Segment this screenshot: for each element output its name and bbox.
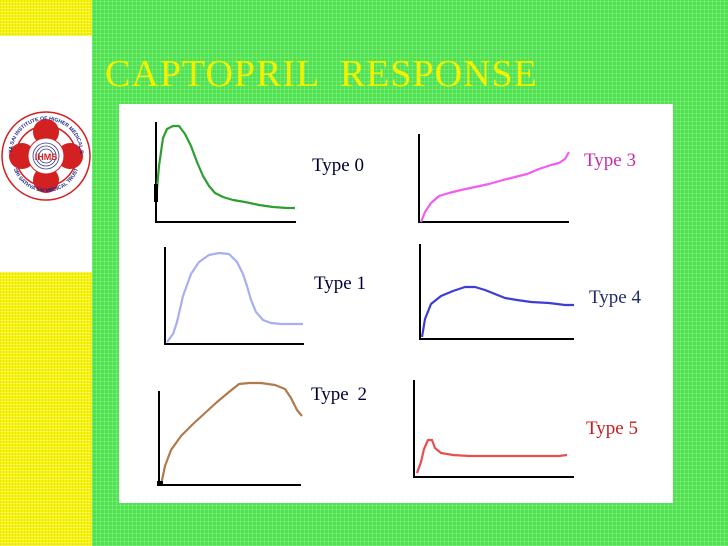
curve-type-2: [159, 381, 303, 486]
logo-center-text: IHMS: [35, 152, 58, 162]
axes-type-5: [413, 380, 574, 478]
axes-type-4: [419, 244, 574, 340]
curve-type-0: [154, 124, 295, 210]
response-curves-svg: [154, 122, 574, 486]
slide-title: CAPTOPRIL RESPONSE: [105, 53, 538, 95]
curve-type-3: [419, 151, 570, 223]
label-type-4: Type 4: [589, 287, 641, 308]
axes-type-1: [164, 247, 304, 345]
label-type-3: Type 3: [584, 150, 636, 171]
origin-mark-type-2: [157, 481, 163, 486]
label-type-1: Type 1: [314, 273, 366, 294]
origin-mark-type-0: [154, 184, 158, 202]
label-type-5: Type 5: [586, 418, 638, 439]
label-type-2: Type 2: [311, 384, 367, 405]
label-type-0: Type 0: [312, 155, 364, 176]
curve-type-5: [415, 438, 568, 474]
institute-logo: IHMS SRI SATHYA SAI INSTITUTE OF HIGHER …: [0, 32, 92, 272]
logo-emblem: IHMS SRI SATHYA SAI INSTITUTE OF HIGHER …: [0, 32, 91, 201]
logo-petals: [9, 119, 83, 193]
origin-marks: [154, 184, 163, 486]
axes-type-3: [418, 134, 569, 223]
logo-rings: [32, 142, 60, 170]
axes: [155, 122, 574, 486]
curve-type-1: [166, 251, 303, 343]
response-types-figure: Type 0 Type 1 Type 2 Type 3 Type 4 Type …: [119, 104, 673, 503]
curve-type-4: [420, 285, 574, 338]
axes-type-0: [155, 122, 296, 223]
